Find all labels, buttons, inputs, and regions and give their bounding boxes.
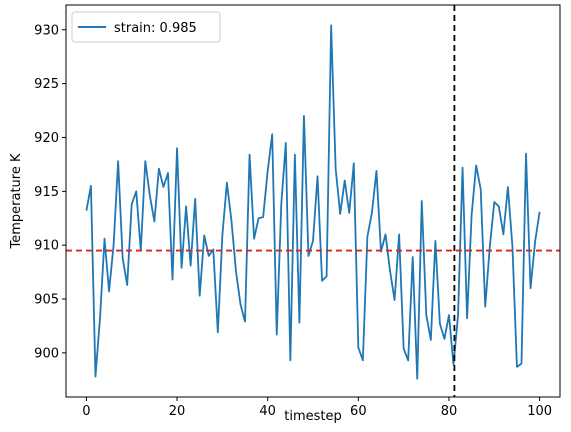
y-tick-label: 920 xyxy=(34,131,59,146)
reference-lines xyxy=(66,5,560,397)
series-line-0 xyxy=(85,24,541,380)
y-tick-label: 925 xyxy=(34,77,59,92)
x-tick-label: 80 xyxy=(441,404,458,419)
x-tick-label: 20 xyxy=(169,404,186,419)
x-axis-label: timestep xyxy=(284,409,342,424)
x-axis: 0 20 40 60 80 100 xyxy=(82,397,552,419)
x-tick-label: 60 xyxy=(350,404,367,419)
y-tick-label: 910 xyxy=(34,239,59,254)
axes-frame xyxy=(65,4,561,398)
x-tick-label: 0 xyxy=(82,404,90,419)
y-tick-label: 930 xyxy=(34,23,59,38)
legend-box xyxy=(71,11,221,43)
x-tick-label: 40 xyxy=(259,404,276,419)
y-tick-label: 915 xyxy=(34,185,59,200)
y-tick-label: 905 xyxy=(34,293,59,308)
y-axis-label: Temperature K xyxy=(9,153,24,249)
y-tick-label: 900 xyxy=(34,346,59,361)
legend-label: strain: 0.985 xyxy=(114,21,197,36)
plot-data-layer xyxy=(85,24,541,380)
legend: strain: 0.985 xyxy=(71,11,221,43)
x-tick-label: 100 xyxy=(527,404,552,419)
y-axis: 900 905 910 915 920 925 930 xyxy=(34,23,66,361)
